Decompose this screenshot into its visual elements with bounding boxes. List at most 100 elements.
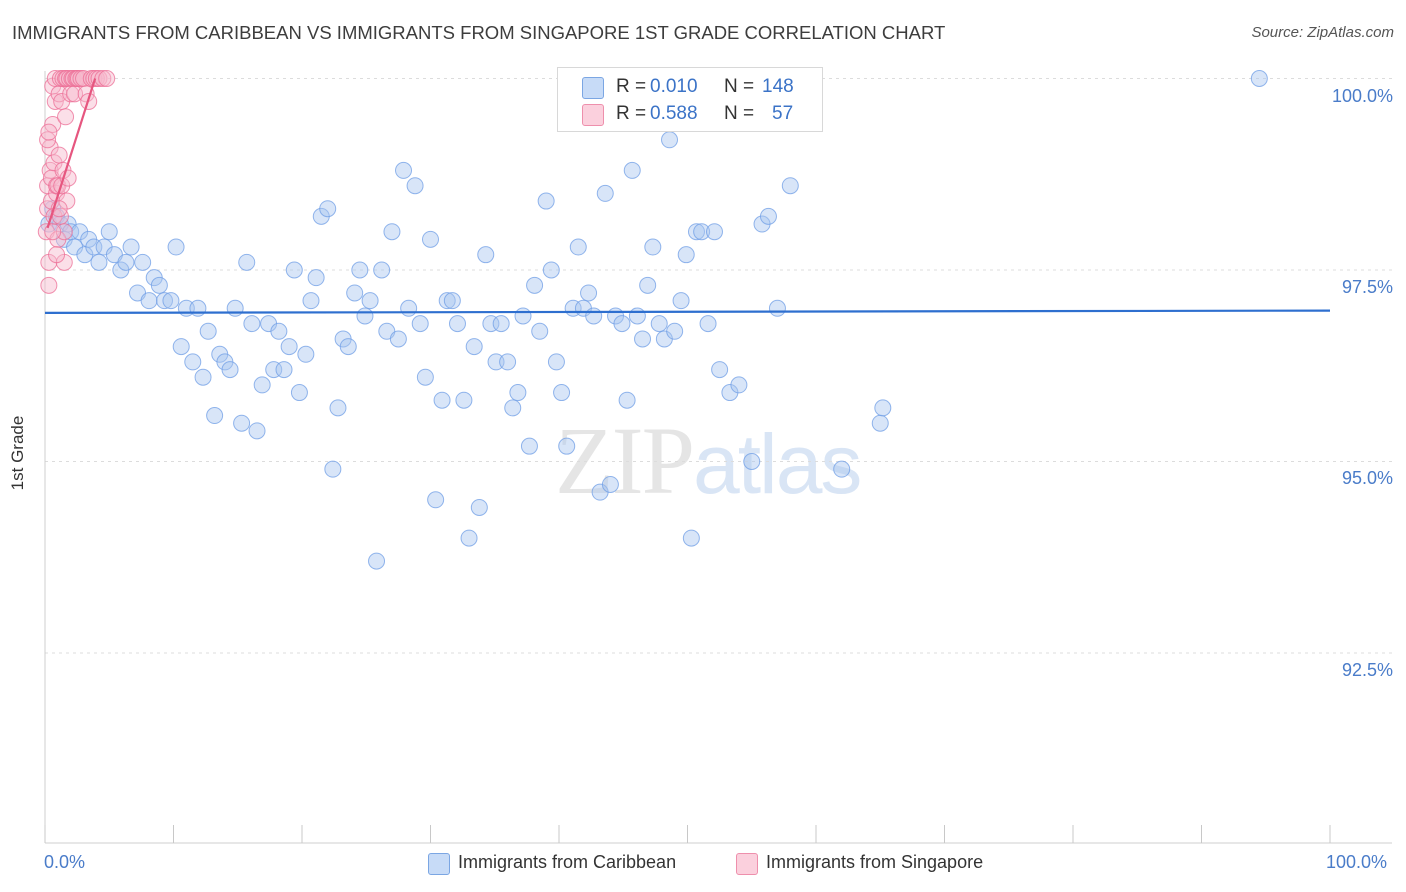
data-point-caribbean — [329, 399, 347, 417]
data-point-caribbean — [307, 269, 325, 287]
data-point-caribbean — [406, 177, 424, 195]
data-point-caribbean — [492, 315, 510, 333]
data-point-caribbean — [634, 330, 652, 348]
legend: Immigrants from Caribbean Immigrants fro… — [0, 852, 1406, 878]
data-point-caribbean — [871, 414, 889, 432]
data-point-caribbean — [661, 131, 679, 149]
data-point-singapore — [50, 146, 68, 164]
data-point-caribbean — [547, 353, 565, 371]
data-point-caribbean — [199, 322, 217, 340]
watermark-zip: ZIP — [555, 407, 695, 514]
data-point-caribbean — [504, 399, 522, 417]
source-label: Source: ZipAtlas.com — [1251, 24, 1394, 41]
data-point-caribbean — [162, 292, 180, 310]
data-point-caribbean — [448, 315, 466, 333]
data-point-singapore — [57, 108, 75, 126]
stats-swatch-singapore — [582, 104, 604, 126]
y-tick-label-95: 95.0% — [1341, 468, 1393, 488]
data-point-caribbean — [644, 238, 662, 256]
legend-swatch-caribbean — [428, 853, 450, 875]
data-point-singapore — [40, 276, 58, 294]
data-point-caribbean — [465, 338, 483, 356]
data-point-caribbean — [693, 223, 711, 241]
data-point-caribbean — [499, 353, 517, 371]
data-point-caribbean — [531, 322, 549, 340]
data-point-singapore — [44, 115, 62, 133]
data-point-caribbean — [580, 284, 598, 302]
data-point-caribbean — [253, 376, 271, 394]
data-point-caribbean — [383, 223, 401, 241]
data-point-caribbean — [874, 399, 892, 417]
data-point-caribbean — [122, 238, 140, 256]
data-point-caribbean — [623, 161, 641, 179]
data-point-caribbean — [1250, 70, 1268, 87]
y-axis-label: 1st Grade — [8, 415, 27, 491]
data-point-caribbean — [569, 238, 587, 256]
data-point-caribbean — [302, 292, 320, 310]
data-point-caribbean — [443, 292, 461, 310]
data-point-caribbean — [368, 552, 386, 570]
stats-row-caribbean: R = 0.010 N = 148 — [558, 74, 822, 102]
data-point-caribbean — [150, 276, 168, 294]
data-point-caribbean — [275, 361, 293, 379]
data-point-singapore — [55, 223, 73, 241]
stats-box: R = 0.010 N = 148 R = 0.588 N = 57 — [557, 67, 823, 132]
chart-title: IMMIGRANTS FROM CARIBBEAN VS IMMIGRANTS … — [12, 22, 946, 43]
data-point-caribbean — [194, 368, 212, 386]
data-point-caribbean — [319, 200, 337, 218]
data-point-caribbean — [422, 230, 439, 248]
data-point-caribbean — [206, 407, 224, 425]
data-point-caribbean — [411, 315, 429, 333]
data-point-caribbean — [639, 276, 657, 294]
data-point-caribbean — [427, 491, 445, 509]
data-point-caribbean — [677, 246, 695, 264]
data-point-caribbean — [628, 307, 646, 325]
y-tick-label-97-5: 97.5% — [1341, 277, 1393, 297]
data-point-caribbean — [233, 414, 251, 432]
data-point-singapore — [46, 92, 64, 110]
stats-swatch-caribbean — [582, 77, 604, 99]
legend-label-singapore: Immigrants from Singapore — [766, 852, 984, 872]
data-point-caribbean — [226, 299, 244, 317]
stats-n-label: N = — [724, 103, 755, 124]
trend-line-caribbean — [44, 309, 1331, 314]
data-point-caribbean — [248, 422, 266, 440]
data-point-caribbean — [243, 315, 261, 333]
data-point-caribbean — [514, 307, 532, 325]
data-point-caribbean — [460, 529, 478, 547]
data-point-singapore — [40, 123, 58, 141]
data-point-singapore — [98, 70, 116, 87]
data-point-caribbean — [221, 361, 239, 379]
stats-n-value: 148 — [762, 76, 794, 97]
x-tick-label-min: 0.0% — [44, 852, 86, 872]
data-point-caribbean — [509, 384, 527, 402]
data-point-caribbean — [650, 315, 668, 333]
data-point-caribbean — [558, 437, 576, 455]
data-point-caribbean — [134, 253, 152, 271]
data-point-caribbean — [687, 223, 705, 241]
x-tick-label-max: 100.0% — [1326, 852, 1388, 872]
data-point-caribbean — [487, 353, 505, 371]
data-point-caribbean — [356, 307, 374, 325]
data-point-caribbean — [324, 460, 342, 478]
data-point-caribbean — [416, 368, 434, 386]
data-point-caribbean — [238, 253, 256, 271]
data-point-caribbean — [477, 246, 495, 264]
data-point-caribbean — [601, 475, 619, 493]
data-point-caribbean — [280, 338, 298, 356]
watermark: ZIPatlas — [555, 405, 862, 516]
data-point-caribbean — [270, 322, 288, 340]
data-point-caribbean — [711, 361, 729, 379]
data-point-caribbean — [100, 223, 118, 241]
stats-n-label: N = — [724, 76, 755, 97]
trend-line-singapore — [46, 78, 97, 229]
data-point-caribbean — [781, 177, 799, 195]
data-point-caribbean — [346, 284, 364, 302]
data-point-caribbean — [438, 292, 456, 310]
stats-n-value: 57 — [772, 103, 794, 124]
data-point-caribbean — [482, 315, 500, 333]
data-point-caribbean — [297, 345, 315, 363]
stats-r-value: 0.010 — [650, 76, 698, 97]
data-point-caribbean — [526, 276, 544, 294]
